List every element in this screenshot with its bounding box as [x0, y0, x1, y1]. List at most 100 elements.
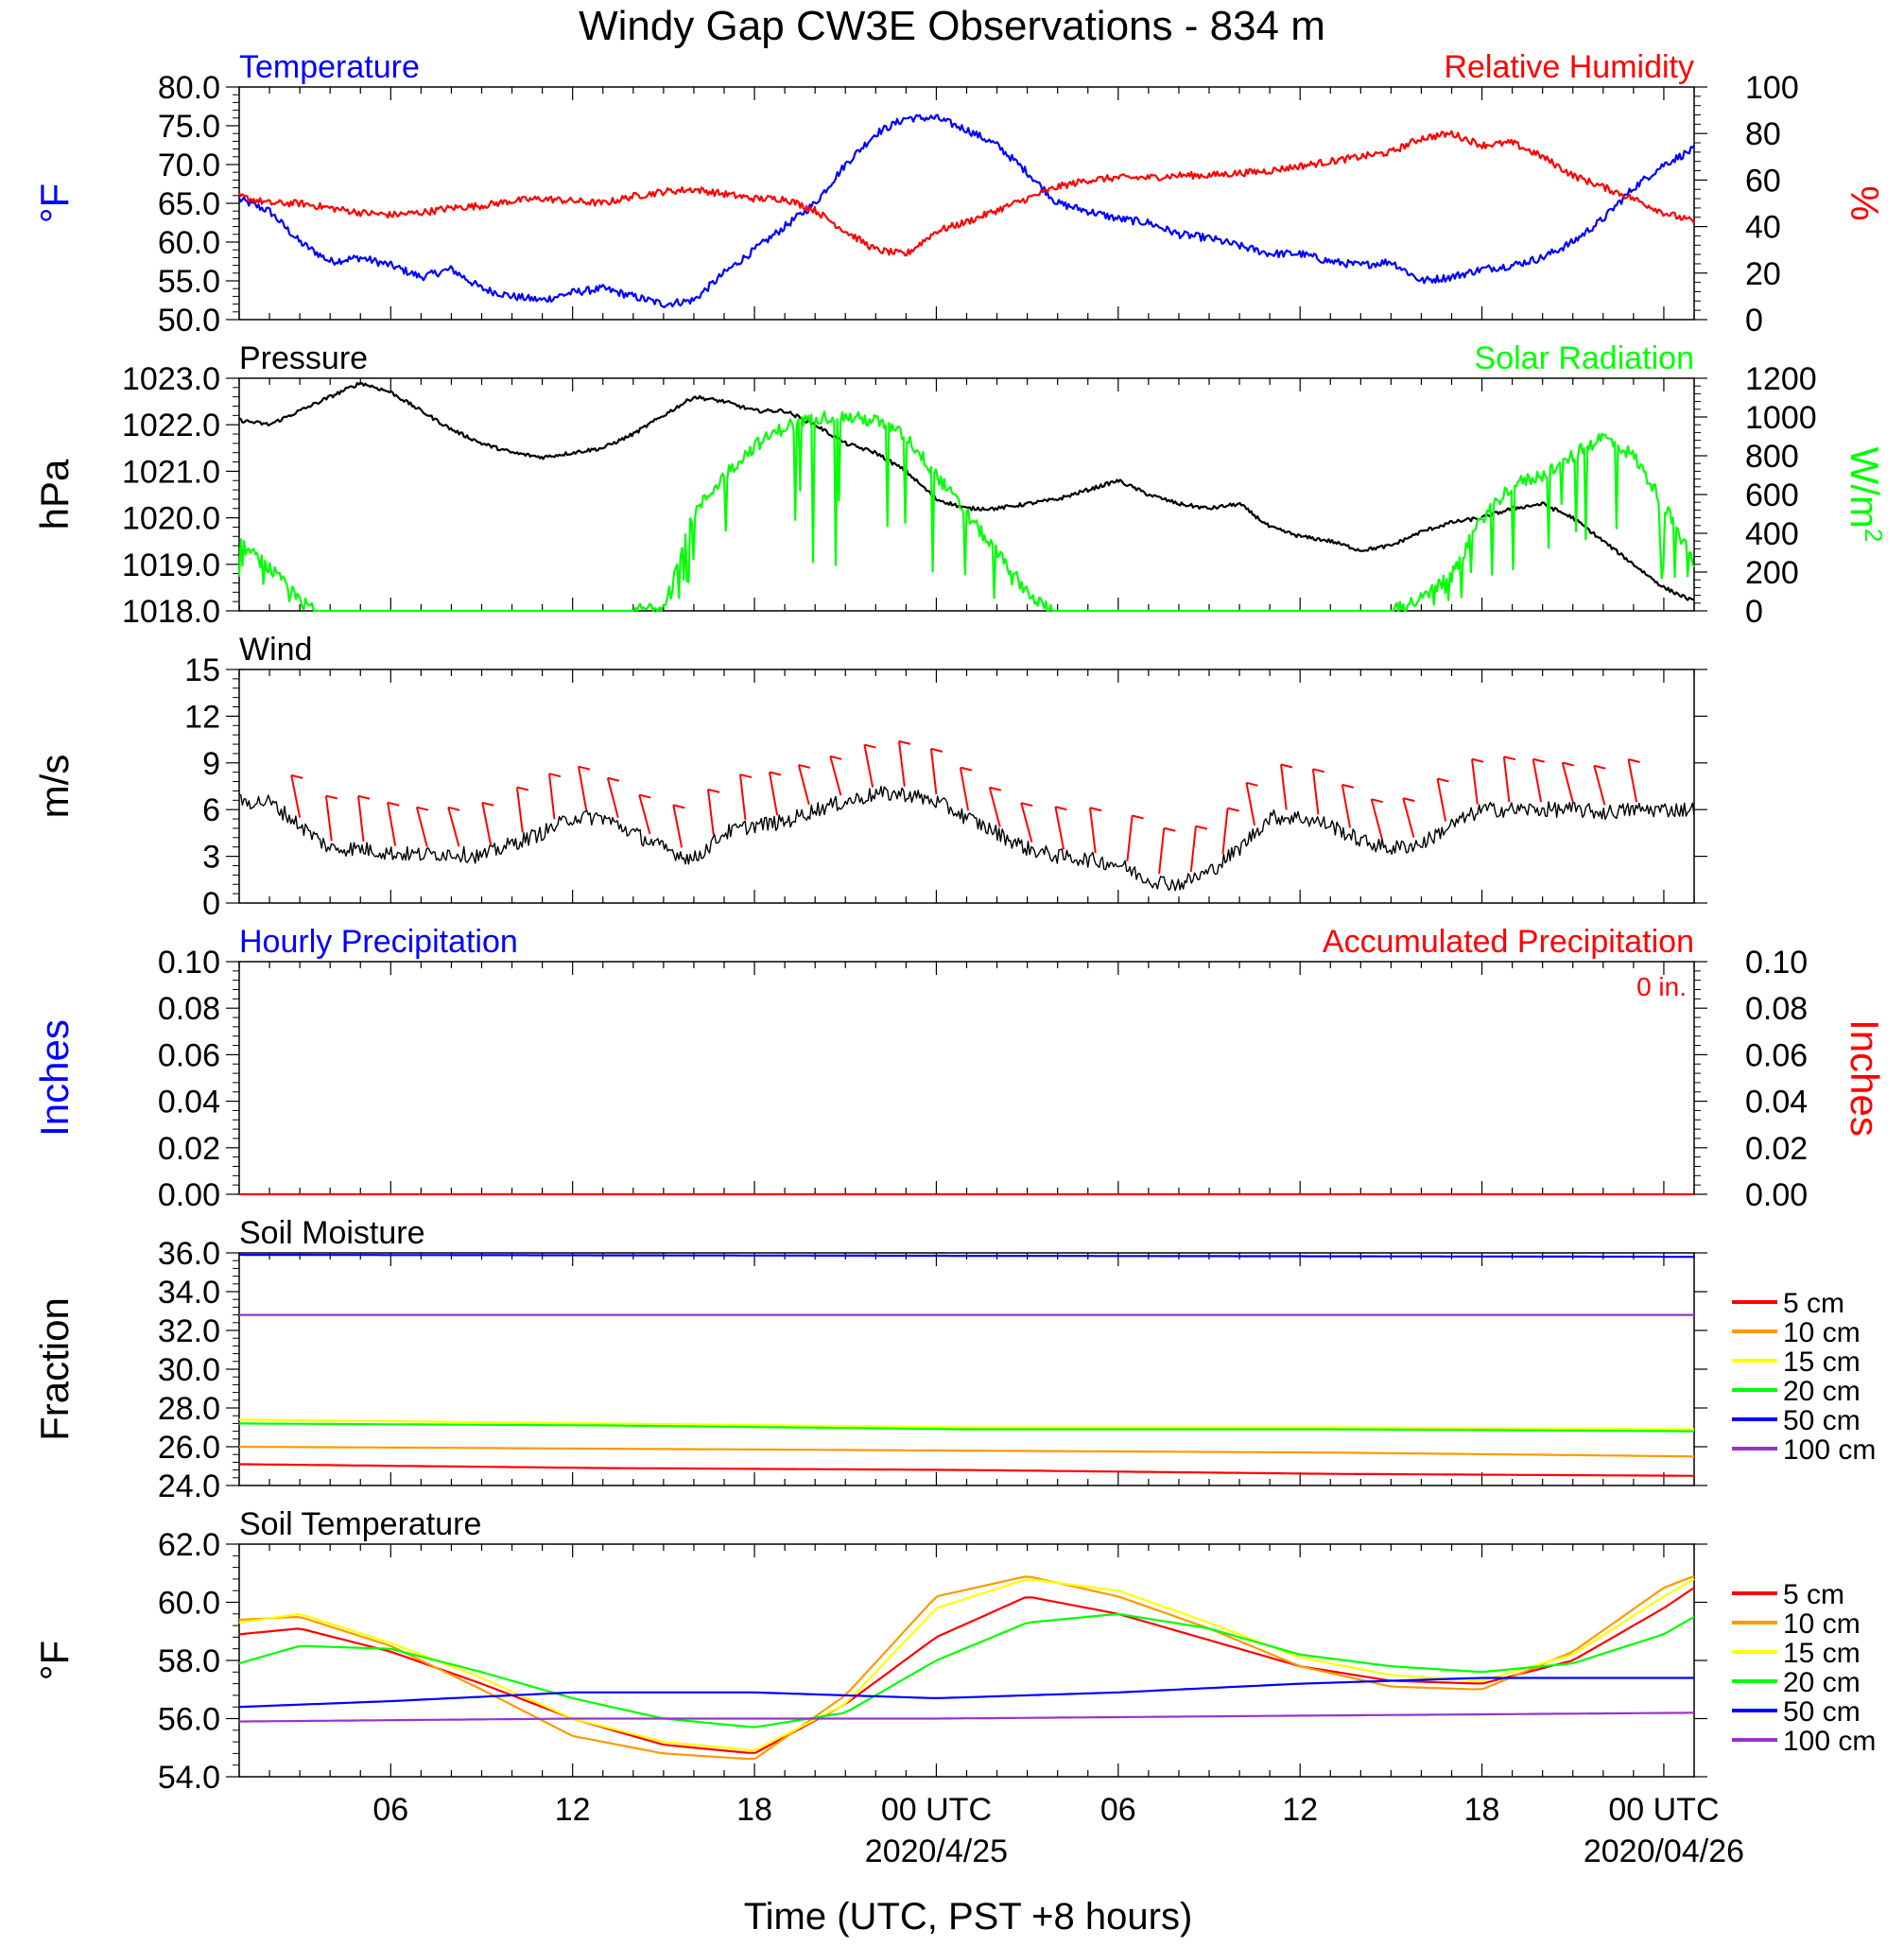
y-tick-label-left: 24.0 [158, 1468, 220, 1504]
wind-barb-flag [607, 776, 620, 782]
wind-barb-flag [1403, 797, 1415, 803]
wind-barb [988, 787, 1001, 827]
series-line-relative-humidity [238, 130, 1695, 257]
series-line-100-cm [238, 1711, 1695, 1723]
wind-barb-flag [578, 765, 591, 771]
y-tick-label-left: 28.0 [158, 1391, 220, 1427]
y-tick-label-left: 62.0 [158, 1527, 220, 1563]
panel-title-right: Accumulated Precipitation [1323, 924, 1694, 960]
legend-label: 50 cm [1783, 1405, 1861, 1436]
wind-barb-flag [482, 801, 494, 807]
y-tick-label-left: 30.0 [158, 1352, 220, 1388]
y-tick-label-right: 0 [1745, 594, 1763, 630]
chart-title: Windy Gap CW3E Observations - 834 m [579, 3, 1325, 49]
wind-barb-flag [1312, 768, 1325, 773]
y-tick-label-right: 800 [1745, 439, 1799, 475]
panel-title-right: Relative Humidity [1444, 49, 1694, 85]
wind-barb [1245, 782, 1256, 826]
panel-title-left: Soil Temperature [239, 1506, 481, 1542]
panel-title-left: Wind [239, 632, 312, 668]
wind-barb [1126, 815, 1134, 861]
wind-barb [1532, 758, 1543, 803]
x-tick-label: 00 UTC [1608, 1792, 1719, 1828]
wind-barb-flag [1195, 825, 1208, 830]
wind-barb-flag [989, 786, 1002, 791]
wind-barb-flag [1280, 763, 1293, 769]
x-tick-label: 12 [555, 1792, 591, 1828]
legend-label: 100 cm [1783, 1726, 1876, 1757]
wind-barb-flag [864, 743, 876, 749]
y-tick-label-left: 50.0 [158, 303, 220, 339]
wind-barb-flag [1341, 783, 1355, 789]
y-tick-label-left: 70.0 [158, 148, 220, 183]
wind-barb [1627, 758, 1638, 803]
series-line-temperature [238, 113, 1695, 308]
y-tick-label-left: 0.02 [158, 1131, 220, 1167]
wind-barb [672, 805, 684, 848]
wind-barb [1020, 802, 1033, 843]
wind-barb-flag [416, 806, 429, 811]
wind-barb [447, 807, 460, 847]
wind-barb [638, 794, 651, 835]
series-line-wind [238, 785, 1695, 892]
y-axis-label-sup: 2 [1860, 529, 1888, 542]
panel-title-left: Hourly Precipitation [239, 924, 518, 960]
wind-barb-flag [1246, 781, 1258, 787]
y-tick-label-left: 32.0 [158, 1313, 220, 1349]
wind-barb-flag [960, 766, 973, 772]
y-tick-label-right: 20 [1745, 256, 1781, 292]
legend-label: 20 cm [1783, 1376, 1861, 1407]
y-tick-label-left: 55.0 [158, 264, 220, 300]
y-tick-label-left: 6 [202, 792, 220, 828]
series-line-10-cm [239, 1445, 1695, 1458]
series-line-5-cm [239, 1463, 1695, 1477]
x-tick-label: 06 [372, 1792, 408, 1828]
y-tick-label-right: 0 [1745, 303, 1763, 339]
precip-total-annotation: 0 in. [1636, 972, 1687, 1001]
x-tick-label: 18 [736, 1792, 772, 1828]
wind-barb [1221, 808, 1229, 855]
y-tick-label-left: 12 [184, 699, 220, 735]
wind-barb-flag [798, 763, 811, 769]
panel-soil_moisture: 36.034.032.030.028.026.024.0 Soil Moistur… [32, 1215, 1876, 1504]
wind-barb [797, 764, 810, 806]
wind-barb-flag [1503, 756, 1516, 761]
wind-barb-flag [1089, 807, 1102, 812]
y-tick-label-right: 200 [1745, 555, 1799, 591]
series-line-15-cm [238, 1418, 1694, 1431]
wind-barb-flag [638, 793, 651, 799]
wind-barb [959, 767, 970, 811]
y-tick-label-left: 1019.0 [122, 547, 220, 583]
y-tick-label-left: 0.00 [158, 1177, 220, 1213]
wind-barb [515, 787, 524, 833]
y-tick-label-right: 0.02 [1745, 1131, 1808, 1167]
wind-barb [415, 807, 428, 847]
wind-barb [1189, 825, 1197, 873]
x-axis-label: Time (UTC, PST +8 hours) [744, 1896, 1193, 1937]
wind-barb-flag [739, 773, 753, 779]
y-tick-label-right: 0.00 [1745, 1177, 1808, 1213]
wind-barb [1593, 765, 1606, 806]
y-tick-label-right: 40 [1745, 210, 1781, 246]
y-tick-label-left: 0.08 [158, 991, 220, 1027]
wind-barb-flag [357, 794, 371, 800]
y-tick-label-left: 0.06 [158, 1037, 220, 1073]
y-tick-label-left: 3 [202, 840, 220, 876]
panel-pressure_solar: 1023.0 1022.0 1021.0 1020.0 1019.0 1018.0 1200… [32, 340, 1888, 630]
wind-barb-flag [548, 773, 562, 778]
wind-barb-flag [1164, 826, 1176, 832]
wind-barb-flag [1371, 798, 1383, 804]
y-tick-label-right: 1200 [1745, 361, 1817, 397]
y-tick-label-right: 100 [1745, 70, 1799, 106]
x-date-label: 2020/4/25 [865, 1833, 1008, 1869]
wind-barb [863, 744, 874, 788]
wind-barb-flag [1471, 757, 1484, 763]
y-tick-label-left: 1022.0 [122, 408, 220, 443]
wind-barb-flag [1055, 806, 1067, 811]
y-tick-label-left: 60.0 [158, 1586, 220, 1622]
y-tick-label-left: 58.0 [158, 1643, 220, 1679]
y-tick-label-left: 80.0 [158, 70, 220, 106]
y-tick-label-left: 60.0 [158, 225, 220, 261]
wind-barb-flag [387, 801, 400, 807]
wind-barb-flag [516, 786, 529, 791]
